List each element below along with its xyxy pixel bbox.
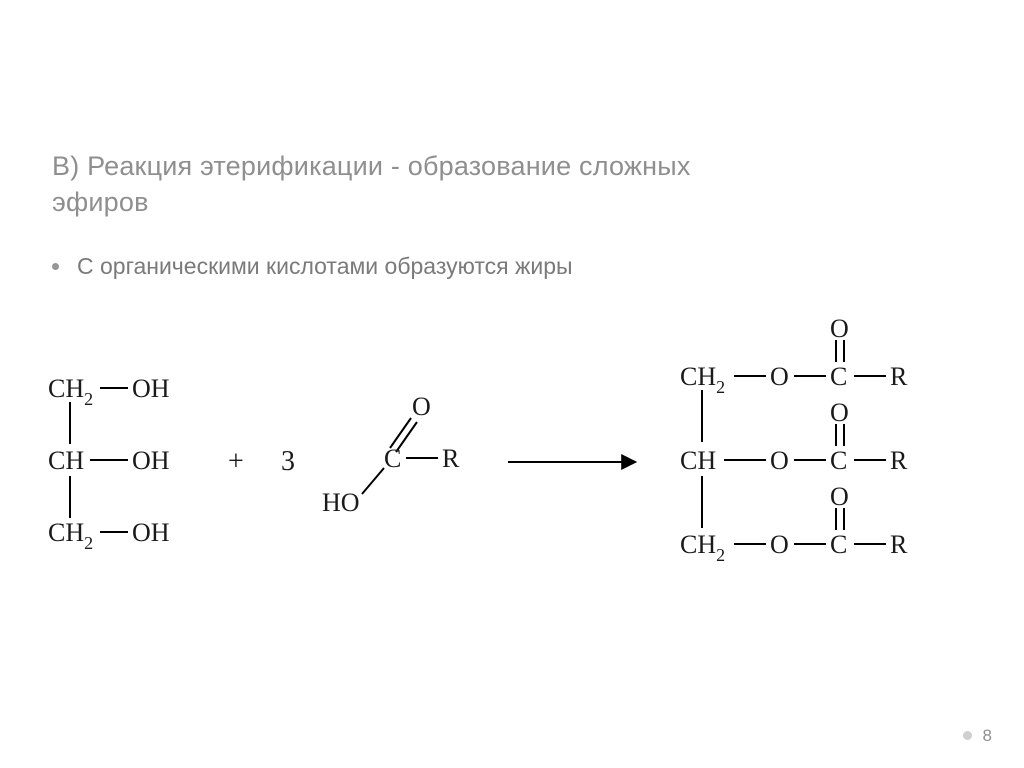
acid-R: R xyxy=(442,444,459,474)
glycerol-c2: CH xyxy=(48,446,84,476)
acid-HO: HO xyxy=(322,488,360,518)
heading-line2: эфиров xyxy=(52,187,149,217)
page-num-text: 8 xyxy=(983,726,992,745)
prod-otop1: O xyxy=(830,314,849,344)
prod-c3: CH2 xyxy=(680,530,725,564)
reaction-arrow-icon xyxy=(506,450,646,479)
prod-c2: CH xyxy=(680,446,716,476)
acid-C: C xyxy=(384,444,401,474)
page-dot-icon xyxy=(963,731,972,740)
prod-c1: CH2 xyxy=(680,362,725,396)
prod-cc2: C xyxy=(830,446,847,476)
prod-r3: R xyxy=(890,530,907,560)
coefficient-3: 3 xyxy=(281,446,295,478)
prod-o2: O xyxy=(770,446,789,476)
reactant-acid: O C R HO xyxy=(326,394,496,534)
bullet-text: С органическими кислотами образуются жир… xyxy=(77,252,573,282)
reaction-equation: CH2 OH CH OH CH2 OH + 3 xyxy=(36,350,966,650)
reactant-glycerol: CH2 OH CH OH CH2 OH xyxy=(36,350,226,570)
bullet-dot-icon xyxy=(52,263,59,270)
product-triglyceride: CH2 O C R O CH O C R O CH2 O C R O xyxy=(678,332,998,592)
glycerol-oh2: OH xyxy=(132,446,170,476)
prod-r1: R xyxy=(890,362,907,392)
glycerol-c1: CH2 xyxy=(48,374,93,408)
prod-o3: O xyxy=(770,530,789,560)
acid-O: O xyxy=(412,392,431,422)
glycerol-c3: CH2 xyxy=(48,518,93,552)
slide-heading: В) Реакция этерификации - образование сл… xyxy=(52,148,964,221)
prod-r2: R xyxy=(890,446,907,476)
prod-otop3: O xyxy=(830,482,849,512)
heading-line1: В) Реакция этерификации - образование сл… xyxy=(52,151,691,181)
prod-cc1: C xyxy=(830,362,847,392)
glycerol-oh1: OH xyxy=(132,374,170,404)
prod-otop2: O xyxy=(830,398,849,428)
bullet-row: С органическими кислотами образуются жир… xyxy=(52,252,573,282)
prod-cc3: C xyxy=(830,530,847,560)
page-number: 8 xyxy=(963,726,992,746)
glycerol-oh3: OH xyxy=(132,518,170,548)
prod-o1: O xyxy=(770,362,789,392)
plus-sign: + xyxy=(228,446,244,478)
slide: В) Реакция этерификации - образование сл… xyxy=(0,0,1024,768)
